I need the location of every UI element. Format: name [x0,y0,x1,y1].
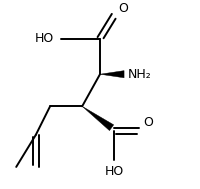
Text: HO: HO [105,165,124,178]
Text: O: O [118,2,128,15]
Text: O: O [144,116,154,129]
Polygon shape [82,106,114,131]
Polygon shape [100,71,124,78]
Text: HO: HO [34,32,54,45]
Text: NH₂: NH₂ [128,68,151,81]
